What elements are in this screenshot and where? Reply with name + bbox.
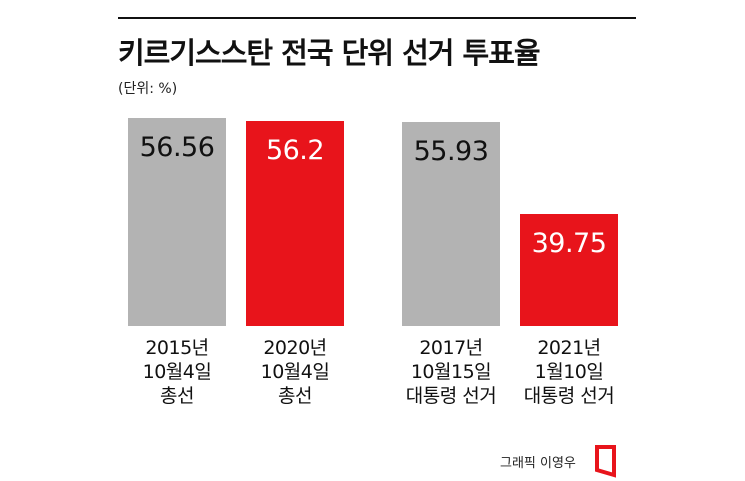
value-label: 55.93 [413,136,489,168]
bar [402,122,500,326]
x-tick-label: 2021년 1월10일 대통령 선거 [523,337,615,407]
bar [520,213,618,326]
top-rule [118,17,636,19]
source: 그래픽 이영우 [500,456,576,471]
x-tick-label: 2017년 10월15일 대통령 선거 [405,337,497,407]
unit-label: (단위: %) [118,81,178,97]
x-tick-label: 2020년 10월4일 총선 [260,337,330,407]
value-label: 39.75 [531,227,607,259]
bar [246,120,344,326]
chart-title: 키르기스스탄 전국 단위 선거 투표율 [118,36,541,70]
value-label: 56.56 [139,132,215,164]
logo [595,445,616,478]
bar [128,118,226,326]
value-label: 56.2 [265,134,325,166]
x-tick-label: 2015년 10월4일 총선 [142,337,212,407]
